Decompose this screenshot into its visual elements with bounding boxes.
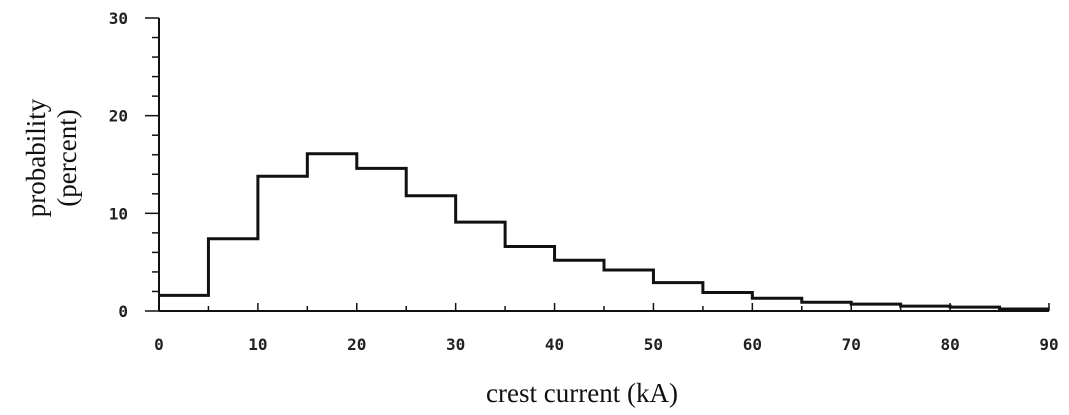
- histogram-bin: [258, 176, 307, 311]
- y-axis-title-line2: (percent): [52, 109, 82, 206]
- y-axis-title-line1: probability: [21, 98, 51, 217]
- x-tick-label: 30: [446, 335, 465, 354]
- histogram-step-outline: [159, 152, 1049, 311]
- x-axis-title: crest current (kA): [486, 378, 678, 408]
- histogram-bin: [604, 270, 653, 311]
- histogram-bin: [555, 260, 604, 311]
- histogram-bin: [456, 222, 505, 311]
- histogram-bin: [752, 298, 801, 311]
- histogram-bin: [208, 239, 257, 311]
- x-tick-label: 40: [545, 335, 564, 354]
- ticks: 0 10 20 30 40 50 60 70 80 90 0 10 20 30: [109, 9, 1059, 354]
- histogram-bin: [307, 154, 356, 311]
- x-tick-label: 70: [842, 335, 861, 354]
- x-tick-label: 50: [644, 335, 663, 354]
- x-tick-label: 90: [1039, 335, 1058, 354]
- x-tick-label: 0: [154, 335, 164, 354]
- histogram-bin: [357, 168, 406, 311]
- x-tick-label: 80: [940, 335, 959, 354]
- histogram-bin: [159, 295, 208, 311]
- y-tick-label: 30: [109, 9, 128, 28]
- x-tick-label: 20: [347, 335, 366, 354]
- x-tick-label: 10: [248, 335, 267, 354]
- histogram-bin: [653, 283, 702, 311]
- y-tick-label: 10: [109, 204, 128, 223]
- histogram-bin: [406, 196, 455, 311]
- x-tick-label: 60: [743, 335, 762, 354]
- y-tick-label: 0: [118, 302, 128, 321]
- histogram-bin: [703, 292, 752, 311]
- histogram-bin: [505, 247, 554, 311]
- y-tick-label: 20: [109, 107, 128, 126]
